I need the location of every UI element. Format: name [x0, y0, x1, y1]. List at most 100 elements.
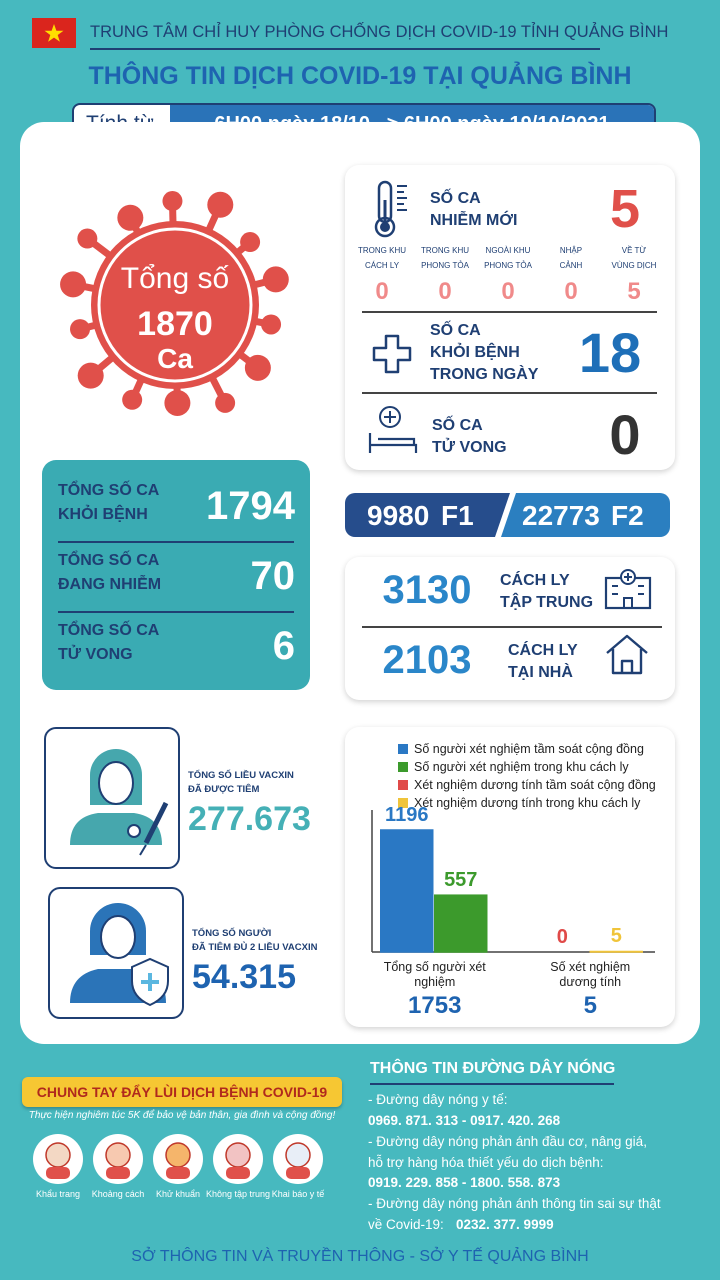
campaign-icon — [273, 1134, 323, 1184]
breakdown-label: CÁCH LY — [364, 261, 400, 270]
virus-spike-tip — [262, 266, 289, 293]
icon-figure — [286, 1167, 310, 1179]
campaign-item: Khử khuẩn — [155, 1189, 201, 1199]
shape — [368, 433, 418, 453]
hotline-text: - Đường dây nóng phản ánh thông tin sai … — [368, 1196, 661, 1211]
vaccine-label: ĐÃ ĐƯỢC TIÊM — [188, 784, 260, 795]
virus-spike-tip — [117, 204, 144, 231]
divider — [362, 392, 657, 394]
shape — [100, 915, 136, 959]
flag — [32, 18, 76, 48]
quarantine-value: 2103 — [382, 638, 472, 682]
legend-swatch — [398, 798, 408, 808]
hotline-text: về Covid-19: — [368, 1217, 444, 1232]
deaths-value: 0 — [609, 403, 641, 466]
virus-spike-tip — [164, 389, 191, 416]
virus-spike-tip — [240, 232, 261, 253]
quarantine-label: CÁCH LY — [500, 572, 570, 589]
shape — [98, 761, 134, 805]
breakdown-label: NGOÀI KHU — [485, 246, 531, 255]
vaccine-label: TỔNG SỐ LIỀU VACXIN — [188, 770, 294, 781]
legend-label: Xét nghiệm dương tính trong khu cách ly — [414, 796, 641, 810]
breakdown-label: VÙNG DỊCH — [611, 261, 657, 270]
breakdown-label: CẢNH — [559, 261, 583, 270]
divider — [362, 311, 657, 313]
breakdown-label: PHONG TỎA — [421, 261, 469, 270]
nurse-icon — [70, 749, 169, 856]
shape — [143, 801, 169, 845]
main-title: THÔNG TIN DỊCH COVID-19 TẠI QUẢNG BÌNH — [88, 62, 632, 90]
hotline-text: - Đường dây nóng phản ánh đầu cơ, nâng g… — [368, 1134, 647, 1149]
new-cases-label: SỐ CA — [430, 190, 481, 207]
shape — [380, 222, 390, 232]
campaign-icon — [93, 1134, 143, 1184]
category-total: 1753 — [408, 992, 462, 1019]
breakdown-value: 0 — [501, 278, 515, 305]
campaign-title: CHUNG TAY ĐẨY LÙI DỊCH BỆNH COVID-19 — [22, 1077, 342, 1107]
virus-spike-tip — [244, 354, 271, 381]
shape — [384, 411, 396, 423]
breakdown-label: TRONG KHU — [421, 246, 469, 255]
virus-spike-tip — [77, 228, 98, 249]
shape — [141, 973, 159, 991]
virus-ring — [97, 227, 253, 383]
icon-figure — [285, 1142, 311, 1168]
divider — [90, 48, 600, 50]
divider — [58, 611, 294, 613]
virus-spike-tip — [215, 392, 236, 413]
cumulative-label: TỔNG SỐ CA — [58, 622, 160, 639]
deaths-label: SỐ CA — [432, 417, 483, 434]
breakdown-label: VỀ TỪ — [621, 246, 647, 255]
cumulative-label: ĐANG NHIỄM — [58, 576, 162, 593]
virus-spike-tip — [70, 319, 91, 340]
data-label: 0 — [556, 926, 568, 948]
icon-figure — [166, 1167, 190, 1179]
contacts-label: F2 — [611, 500, 644, 531]
cross-icon — [372, 334, 412, 374]
house-icon — [606, 634, 648, 675]
shape — [501, 493, 670, 537]
virus-spike-tip — [77, 362, 104, 389]
divider — [370, 1083, 614, 1085]
shape — [127, 824, 141, 838]
icon-figure — [45, 1142, 71, 1168]
new-cases-label: NHIỄM MỚI — [430, 212, 518, 229]
x-tick-label: Tổng số người xét nghiệm — [383, 960, 486, 989]
legend-swatch — [398, 762, 408, 772]
data-label: 5 — [610, 925, 622, 948]
divider — [362, 626, 662, 628]
hotline-text: - Đường dây nóng y tế: — [368, 1092, 508, 1107]
bar — [589, 950, 643, 953]
icon-figure — [105, 1142, 131, 1168]
thermometer-icon — [374, 180, 407, 238]
legend-label: Số người xét nghiệm trong khu cách ly — [414, 760, 629, 774]
category-total: 5 — [583, 992, 597, 1019]
recovered-label: TRONG NGÀY — [430, 366, 539, 383]
quarantine-value: 3130 — [382, 568, 472, 612]
bed-icon — [368, 406, 418, 453]
campaign-icon — [213, 1134, 263, 1184]
icon-figure — [225, 1142, 251, 1168]
virus-spike-tip — [207, 191, 234, 218]
vaccine-value: 54.315 — [192, 958, 296, 996]
building-icon — [604, 569, 652, 610]
shape — [372, 334, 412, 374]
campaign-item: Khai báo y tế — [271, 1189, 325, 1199]
shape — [44, 24, 64, 42]
recovered-value: 18 — [578, 321, 642, 384]
new-cases-value: 5 — [609, 179, 641, 239]
campaign-icon — [153, 1134, 203, 1184]
breakdown-label: PHONG TỎA — [484, 261, 532, 270]
legend-swatch — [398, 744, 408, 754]
hotline-phones: 0919. 229. 858 - 1800. 558. 873 — [368, 1175, 561, 1190]
quarantine-label: CÁCH LY — [508, 642, 578, 659]
breakdown-value: 0 — [438, 278, 452, 305]
breakdown-label: TRONG KHU — [358, 246, 406, 255]
breakdown-value: 0 — [375, 278, 389, 305]
breakdown-value: 5 — [627, 278, 641, 305]
bar — [380, 829, 434, 953]
legend-label: Số người xét nghiệm tầm soát cộng đồng — [414, 742, 644, 756]
contacts-label: F1 — [441, 500, 474, 531]
vaccine-label: ĐÃ TIÊM ĐỦ 2 LIỀU VACXIN — [192, 942, 318, 953]
